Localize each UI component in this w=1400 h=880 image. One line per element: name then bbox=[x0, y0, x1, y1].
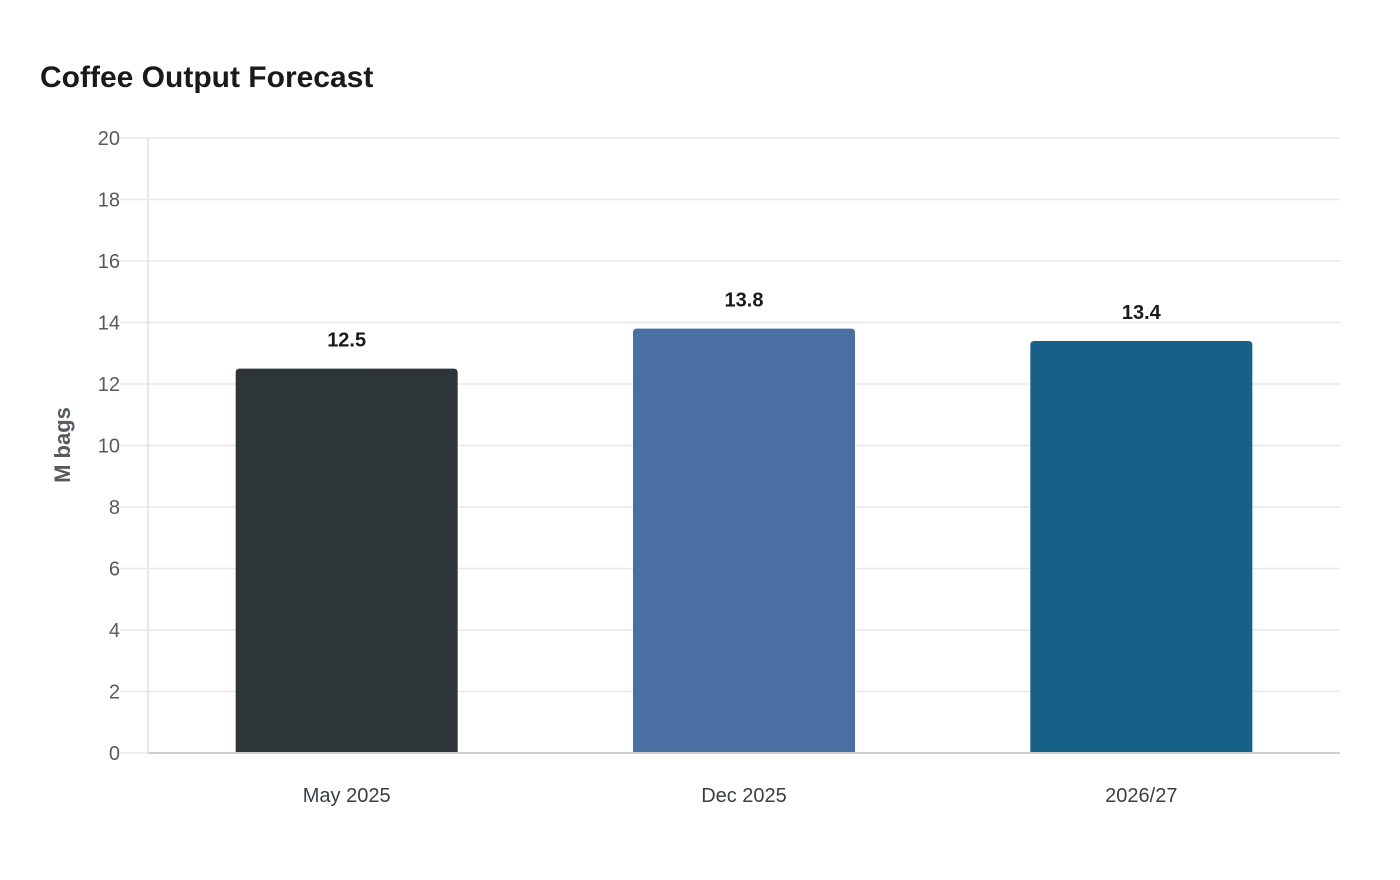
y-tick-label: 0 bbox=[109, 743, 120, 765]
y-tick-label: 16 bbox=[98, 251, 120, 273]
bar-3 bbox=[1030, 340, 1253, 753]
bar-value-label: 13.8 bbox=[725, 290, 764, 312]
y-tick-label: 10 bbox=[98, 436, 120, 458]
bar-value-label: 12.5 bbox=[327, 330, 366, 352]
y-tick-label: 12 bbox=[98, 374, 120, 396]
x-tick-label: 2026/27 bbox=[1105, 785, 1177, 807]
x-tick-label: May 2025 bbox=[303, 785, 391, 807]
y-tick-label: 6 bbox=[109, 559, 120, 581]
y-tick-label: 18 bbox=[98, 190, 120, 212]
y-tick-label: 20 bbox=[98, 128, 120, 150]
bar-2 bbox=[633, 328, 855, 753]
bars bbox=[148, 328, 1340, 754]
bar-1 bbox=[235, 368, 458, 753]
bar-value-label: 13.4 bbox=[1122, 302, 1162, 324]
labels: 0 2 4 6 8 10 12 14 16 18 20 12.5 May 2025 13.8 Dec 202… bbox=[98, 128, 1178, 807]
chart-title: Coffee Output Forecast bbox=[40, 61, 374, 94]
y-tick-label: 14 bbox=[98, 313, 120, 335]
y-tick-label: 4 bbox=[109, 620, 120, 642]
y-tick-label: 2 bbox=[109, 682, 120, 704]
y-axis-label: M bags bbox=[50, 407, 75, 483]
y-tick-label: 8 bbox=[109, 497, 120, 519]
x-tick-label: Dec 2025 bbox=[701, 785, 787, 807]
